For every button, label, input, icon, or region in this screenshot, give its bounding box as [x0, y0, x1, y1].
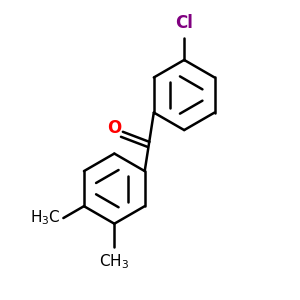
Text: H$_3$C: H$_3$C	[30, 208, 60, 227]
Text: CH$_3$: CH$_3$	[99, 252, 129, 271]
Text: Cl: Cl	[175, 14, 193, 32]
Text: O: O	[107, 119, 121, 137]
